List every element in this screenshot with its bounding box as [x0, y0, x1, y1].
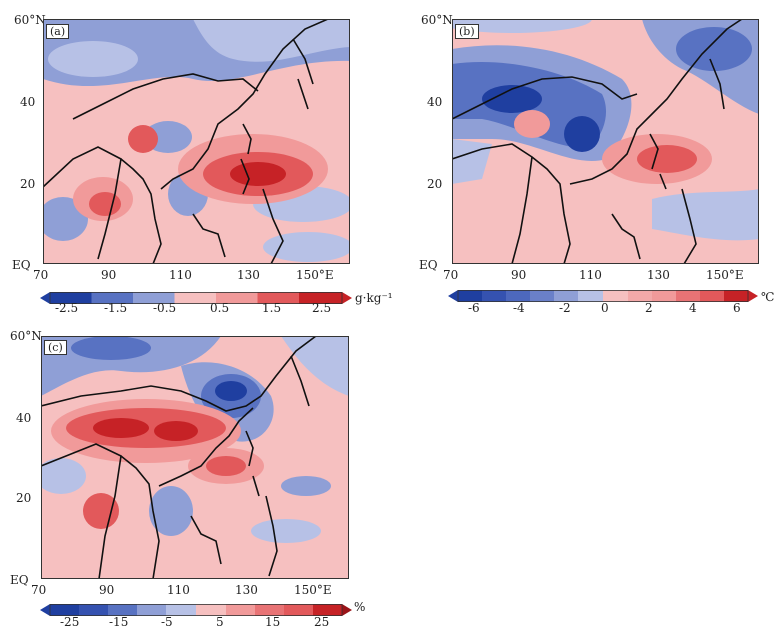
map-c-neg-area-indochina: [149, 486, 193, 536]
colorbar-a-tick: 0.5: [210, 301, 230, 315]
map-b-coastlines: [452, 19, 743, 264]
lat-label-20: 20: [427, 177, 443, 191]
colorbar-c-unit: %: [354, 600, 366, 614]
map-b: [452, 19, 759, 264]
map-b-frame: [452, 19, 759, 264]
map-c: [41, 336, 349, 579]
colorbar-c-tick: -15: [109, 615, 129, 629]
lat-label-40: 40: [20, 95, 36, 109]
lon-label-90: 90: [511, 268, 527, 282]
lon-label-110: 110: [169, 268, 192, 282]
lat-label-20: 20: [20, 177, 36, 191]
map-a-coastlines: [43, 19, 329, 264]
colorbar-c-tick: 25: [314, 615, 330, 629]
colorbar-b-tick: -6: [468, 301, 480, 315]
colorbar-a-tick: 1.5: [262, 301, 282, 315]
lat-label-20: 20: [16, 491, 32, 505]
colorbar-b-tick: 2: [645, 301, 653, 315]
colorbar-c-tick: 15: [265, 615, 281, 629]
lon-label-70: 70: [443, 268, 459, 282]
lon-label-70: 70: [31, 583, 47, 597]
colorbar-c-tick: 5: [216, 615, 224, 629]
lat-label-eq: EQ: [10, 573, 29, 587]
colorbar-a-unit: g·kg⁻¹: [355, 291, 393, 305]
colorbar-c: [40, 604, 352, 616]
map-a-neg-area-west: [48, 41, 138, 77]
lon-label-70: 70: [33, 268, 49, 282]
colorbar-c-tick: -5: [161, 615, 173, 629]
map-c-coastlines: [41, 336, 317, 579]
colorbar-b-tick: 4: [689, 301, 697, 315]
panel-a-tag: (a): [46, 24, 70, 39]
lon-label-90: 90: [99, 583, 115, 597]
lat-label-60: 60°N: [421, 13, 453, 27]
colorbar-b-tick: -4: [513, 301, 525, 315]
colorbar-a-tick: 2.5: [312, 301, 332, 315]
lat-label-eq: EQ: [12, 258, 31, 272]
colorbar-a-tick: -2.5: [55, 301, 79, 315]
lon-label-110: 110: [579, 268, 602, 282]
colorbar-a-tick: -0.5: [153, 301, 177, 315]
lon-label-150e: 150°E: [706, 268, 744, 282]
map-a: [43, 19, 350, 264]
lat-label-60: 60°N: [14, 13, 46, 27]
map-c-frame: [41, 336, 349, 579]
panel-b-tag: (b): [455, 24, 479, 39]
colorbar-b-tick: 0: [601, 301, 609, 315]
lat-label-40: 40: [16, 411, 32, 425]
panel-c-tag: (c): [44, 340, 67, 355]
colorbar-a: [40, 292, 352, 304]
map-a-frame: [43, 19, 350, 264]
lon-label-110: 110: [167, 583, 190, 597]
lon-label-90: 90: [101, 268, 117, 282]
lat-label-eq: EQ: [419, 258, 438, 272]
lon-label-130: 130: [647, 268, 670, 282]
colorbar-b-tick: -2: [559, 301, 571, 315]
colorbar-c-tick: -25: [60, 615, 80, 629]
colorbar-b: [448, 290, 758, 302]
lon-label-130: 130: [235, 583, 258, 597]
lat-label-40: 40: [427, 95, 443, 109]
colorbar-a-tick: -1.5: [104, 301, 128, 315]
colorbar-b-tick: 6: [733, 301, 741, 315]
lon-label-130: 130: [237, 268, 260, 282]
colorbar-b-unit: ℃: [761, 290, 775, 304]
lon-label-150e: 150°E: [294, 583, 332, 597]
lon-label-150e: 150°E: [296, 268, 334, 282]
lat-label-60: 60°N: [10, 329, 42, 343]
